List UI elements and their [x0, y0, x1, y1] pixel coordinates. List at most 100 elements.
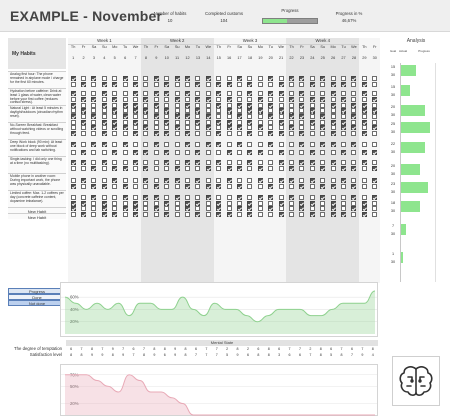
habit-5-day-30-checkbox[interactable]	[372, 142, 378, 147]
habit-7-day-21-checkbox[interactable]	[278, 178, 284, 183]
habit-5-day-10-checkbox[interactable]	[164, 150, 170, 155]
habit-6-day-21-checkbox[interactable]	[278, 166, 284, 171]
habit-3-day-10-checkbox[interactable]	[164, 120, 170, 125]
habit-3-day-4-checkbox[interactable]	[101, 120, 107, 125]
habit-7-day-19-checkbox[interactable]	[257, 184, 263, 189]
habit-2-day-4-checkbox[interactable]	[101, 97, 107, 102]
habit-4-day-26-checkbox[interactable]	[330, 125, 336, 130]
habit-2-day-20-checkbox[interactable]	[268, 91, 274, 96]
habit-1-day-20-checkbox[interactable]	[268, 82, 274, 87]
habit-7-day-30-checkbox[interactable]	[372, 178, 378, 183]
habit-2-day-20-checkbox[interactable]	[268, 97, 274, 102]
habit-8-day-3-checkbox[interactable]	[91, 195, 97, 200]
habit-10-day-28-checkbox[interactable]	[351, 212, 357, 217]
habit-4-day-9-checkbox[interactable]	[153, 131, 159, 136]
habit-6-day-23-checkbox[interactable]	[299, 160, 305, 165]
habit-6-day-28-checkbox[interactable]	[351, 160, 357, 165]
habit-6-day-29-checkbox[interactable]	[361, 166, 367, 171]
habit-10-day-25-checkbox[interactable]	[320, 212, 326, 217]
habit-10-day-13-checkbox[interactable]	[195, 212, 201, 217]
habit-4-day-10-checkbox[interactable]	[164, 125, 170, 130]
habit-1-day-30-checkbox[interactable]	[372, 76, 378, 81]
habit-2-day-13-checkbox[interactable]	[195, 91, 201, 96]
habit-3-day-20-checkbox[interactable]	[268, 114, 274, 119]
habit-1-day-15-checkbox[interactable]	[216, 76, 222, 81]
habit-3-day-10-checkbox[interactable]	[164, 114, 170, 119]
habit-4-day-15-checkbox[interactable]	[216, 125, 222, 130]
habit-1-day-20-checkbox[interactable]	[268, 76, 274, 81]
habit-3-day-4-checkbox[interactable]	[101, 114, 107, 119]
habit-8-day-1-checkbox[interactable]	[70, 195, 76, 200]
habit-6-day-2-checkbox[interactable]	[80, 160, 86, 165]
habit-1-day-21-checkbox[interactable]	[278, 76, 284, 81]
habit-2-day-17-checkbox[interactable]	[236, 91, 242, 96]
habit-10-day-9-checkbox[interactable]	[153, 212, 159, 217]
habit-5-day-3-checkbox[interactable]	[91, 142, 97, 147]
habit-7-day-9-checkbox[interactable]	[153, 178, 159, 183]
habit-4-day-18-checkbox[interactable]	[247, 131, 253, 136]
habit-7-day-24-checkbox[interactable]	[309, 178, 315, 183]
habit-3-day-26-checkbox[interactable]	[330, 120, 336, 125]
habit-10-day-30-checkbox[interactable]	[372, 212, 378, 217]
habit-4-day-1-checkbox[interactable]	[70, 125, 76, 130]
habit-6-day-10-checkbox[interactable]	[164, 166, 170, 171]
habit-9-day-14-checkbox[interactable]	[205, 206, 211, 211]
habit-1-day-24-checkbox[interactable]	[309, 76, 315, 81]
habit-2-day-25-checkbox[interactable]	[320, 103, 326, 108]
habit-10-day-8-checkbox[interactable]	[143, 212, 149, 217]
habit-6-day-30-checkbox[interactable]	[372, 166, 378, 171]
habit-7-day-14-checkbox[interactable]	[205, 184, 211, 189]
habit-7-day-16-checkbox[interactable]	[226, 178, 232, 183]
habit-6-day-14-checkbox[interactable]	[205, 166, 211, 171]
habit-3-day-12-checkbox[interactable]	[184, 114, 190, 119]
habit-4-day-13-checkbox[interactable]	[195, 125, 201, 130]
habit-3-day-18-checkbox[interactable]	[247, 114, 253, 119]
habit-2-day-28-checkbox[interactable]	[351, 91, 357, 96]
habit-4-day-11-checkbox[interactable]	[174, 125, 180, 130]
habit-3-day-6-checkbox[interactable]	[122, 108, 128, 113]
habit-8-day-2-checkbox[interactable]	[80, 195, 86, 200]
habit-8-day-4-checkbox[interactable]	[101, 195, 107, 200]
habit-4-day-7-checkbox[interactable]	[132, 125, 138, 130]
habit-3-day-29-checkbox[interactable]	[361, 120, 367, 125]
habit-2-day-22-checkbox[interactable]	[288, 91, 294, 96]
habit-6-day-25-checkbox[interactable]	[320, 166, 326, 171]
habit-7-day-5-checkbox[interactable]	[112, 184, 118, 189]
habit-8-day-14-checkbox[interactable]	[205, 195, 211, 200]
habit-8-day-8-checkbox[interactable]	[143, 201, 149, 206]
habit-6-day-5-checkbox[interactable]	[112, 160, 118, 165]
habit-7-day-12-checkbox[interactable]	[184, 178, 190, 183]
habit-2-day-19-checkbox[interactable]	[257, 91, 263, 96]
habit-9-day-30-checkbox[interactable]	[372, 206, 378, 211]
habit-8-day-2-checkbox[interactable]	[80, 201, 86, 206]
habit-4-day-2-checkbox[interactable]	[80, 131, 86, 136]
habit-3-day-20-checkbox[interactable]	[268, 108, 274, 113]
habit-3-day-13-checkbox[interactable]	[195, 114, 201, 119]
habit-7-day-19-checkbox[interactable]	[257, 178, 263, 183]
habit-9-day-4-checkbox[interactable]	[101, 206, 107, 211]
habit-7-day-2-checkbox[interactable]	[80, 178, 86, 183]
habit-6-day-20-checkbox[interactable]	[268, 160, 274, 165]
habit-5-day-5-checkbox[interactable]	[112, 150, 118, 155]
habit-3-day-4-checkbox[interactable]	[101, 108, 107, 113]
habit-3-day-13-checkbox[interactable]	[195, 120, 201, 125]
habit-5-day-8-checkbox[interactable]	[143, 150, 149, 155]
habit-3-day-17-checkbox[interactable]	[236, 114, 242, 119]
habit-10-day-17-checkbox[interactable]	[236, 212, 242, 217]
habit-6-day-24-checkbox[interactable]	[309, 160, 315, 165]
habit-1-day-5-checkbox[interactable]	[112, 82, 118, 87]
habit-2-day-29-checkbox[interactable]	[361, 97, 367, 102]
habit-4-day-19-checkbox[interactable]	[257, 125, 263, 130]
habit-2-day-26-checkbox[interactable]	[330, 91, 336, 96]
habit-1-day-16-checkbox[interactable]	[226, 82, 232, 87]
habit-8-day-16-checkbox[interactable]	[226, 201, 232, 206]
habit-9-day-15-checkbox[interactable]	[216, 206, 222, 211]
habit-10-day-7-checkbox[interactable]	[132, 212, 138, 217]
habit-4-day-25-checkbox[interactable]	[320, 131, 326, 136]
habit-1-day-1-checkbox[interactable]	[70, 82, 76, 87]
habit-9-day-17-checkbox[interactable]	[236, 206, 242, 211]
habit-3-day-29-checkbox[interactable]	[361, 108, 367, 113]
habit-10-day-12-checkbox[interactable]	[184, 212, 190, 217]
habit-3-day-1-checkbox[interactable]	[70, 114, 76, 119]
habit-2-day-14-checkbox[interactable]	[205, 91, 211, 96]
